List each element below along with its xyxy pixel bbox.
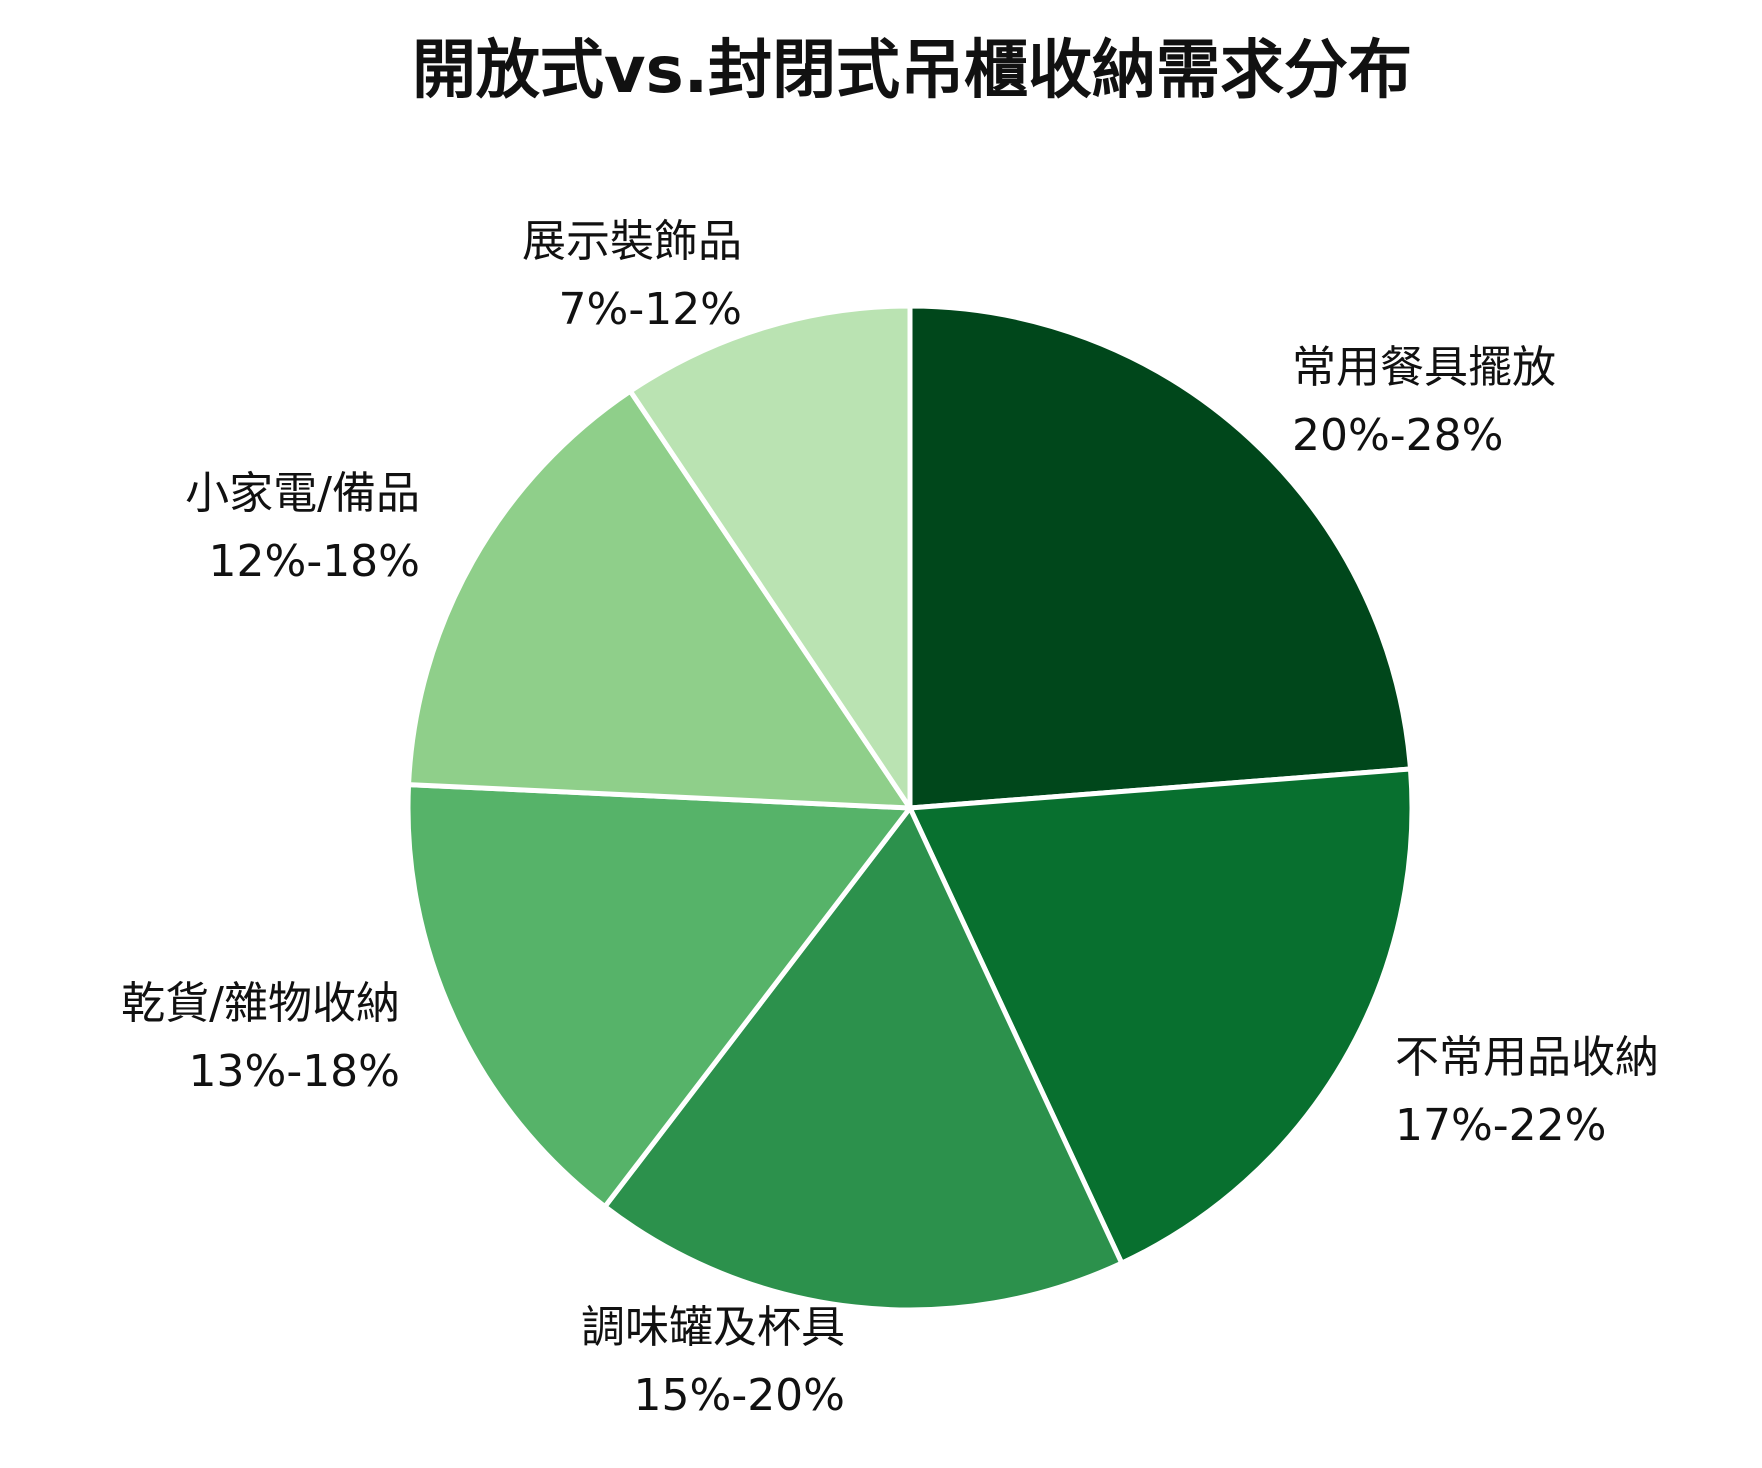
slice-label-range: 17%-22% [1395,1100,1606,1151]
pie-slice-5 [406,388,913,811]
slice-label-name: 常用餐具擺放 [1292,342,1556,393]
slice-label-5: 小家電/備品 12%-18% [185,468,420,587]
pie-slice-4 [405,782,913,1210]
pie-slice-3 [602,805,1125,1313]
slice-label-name: 展示裝飾品 [522,216,742,267]
pie-slices [405,303,1415,1313]
slice-label-4: 乾貨/雜物收納 13%-18% [121,978,400,1097]
slice-label-name: 不常用品收納 [1395,1032,1659,1083]
slice-label-range: 13%-18% [189,1046,400,1097]
slice-label-3: 調味罐及杯具 15%-20% [581,1302,845,1421]
slice-label-1: 常用餐具擺放 20%-28% [1292,342,1556,461]
slice-label-6: 展示裝飾品 7%-12% [522,216,742,335]
slice-label-name: 乾貨/雜物收納 [121,978,400,1029]
slice-label-name: 小家電/備品 [185,468,420,519]
slice-label-range: 15%-20% [634,1370,845,1421]
slice-label-name: 調味罐及杯具 [581,1302,845,1353]
pie-slice-6 [627,303,913,811]
pie-slice-2 [907,766,1415,1266]
slice-label-range: 20%-28% [1292,410,1503,461]
slice-label-range: 12%-18% [209,536,420,587]
slice-label-range: 7%-12% [559,284,742,335]
chart-title: 開放式vs.封閉式吊櫃收納需求分布 [412,34,1412,108]
slice-label-2: 不常用品收納 17%-22% [1395,1032,1659,1151]
pie-labels: 常用餐具擺放 20%-28% 不常用品收納 17%-22% 調味罐及杯具 15%-20% 乾… [121,216,1659,1421]
pie-slice-1 [907,303,1413,811]
